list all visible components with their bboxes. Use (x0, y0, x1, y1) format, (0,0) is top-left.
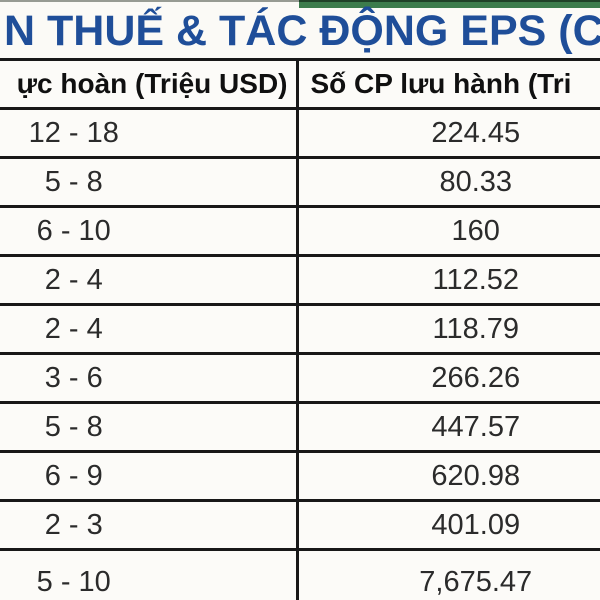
refund-range-cell[interactable]: 2 - 4 (0, 254, 299, 305)
table-row: 2 - 3 401.09 (0, 499, 600, 550)
top-gridline (0, 0, 299, 2)
refund-range-cell[interactable]: 2 - 3 (0, 499, 299, 550)
shares-outstanding-cell[interactable]: 224.45 (297, 107, 600, 158)
table-row: 12 - 18 224.45 (0, 107, 600, 158)
column-header-refund-range[interactable]: ực hoàn (Triệu USD) (0, 58, 299, 110)
page-title: N THUẾ & TÁC ĐỘNG EPS (C (4, 7, 600, 55)
header-row: ực hoàn (Triệu USD) Số CP lưu hành (Tri (0, 58, 600, 110)
shares-outstanding-cell[interactable]: 7,675.47 (297, 548, 600, 600)
table-row: 2 - 4 118.79 (0, 303, 600, 354)
data-table: ực hoàn (Triệu USD) Số CP lưu hành (Tri … (0, 58, 600, 600)
table-row: 5 - 8 80.33 (0, 156, 600, 207)
shares-outstanding-cell[interactable]: 118.79 (297, 303, 600, 354)
shares-outstanding-cell[interactable]: 80.33 (297, 156, 600, 207)
refund-range-cell[interactable]: 3 - 6 (0, 352, 299, 403)
table-row: 6 - 10 160 (0, 205, 600, 256)
table-row: 5 - 10 7,675.47 (0, 548, 600, 600)
table-row: 2 - 4 112.52 (0, 254, 600, 305)
shares-outstanding-cell[interactable]: 620.98 (297, 450, 600, 501)
refund-range-cell[interactable]: 5 - 8 (0, 401, 299, 452)
refund-range-cell[interactable]: 2 - 4 (0, 303, 299, 354)
green-header-bar (299, 0, 600, 8)
shares-outstanding-cell[interactable]: 112.52 (297, 254, 600, 305)
refund-range-cell[interactable]: 12 - 18 (0, 107, 299, 158)
shares-outstanding-cell[interactable]: 447.57 (297, 401, 600, 452)
table-row: 5 - 8 447.57 (0, 401, 600, 452)
refund-range-cell[interactable]: 6 - 9 (0, 450, 299, 501)
column-header-shares-outstanding[interactable]: Số CP lưu hành (Tri (297, 58, 600, 110)
table-row: 3 - 6 266.26 (0, 352, 600, 403)
refund-range-cell[interactable]: 5 - 10 (0, 548, 299, 600)
shares-outstanding-cell[interactable]: 266.26 (297, 352, 600, 403)
table-row: 6 - 9 620.98 (0, 450, 600, 501)
shares-outstanding-cell[interactable]: 401.09 (297, 499, 600, 550)
refund-range-cell[interactable]: 6 - 10 (0, 205, 299, 256)
shares-outstanding-cell[interactable]: 160 (297, 205, 600, 256)
refund-range-cell[interactable]: 5 - 8 (0, 156, 299, 207)
